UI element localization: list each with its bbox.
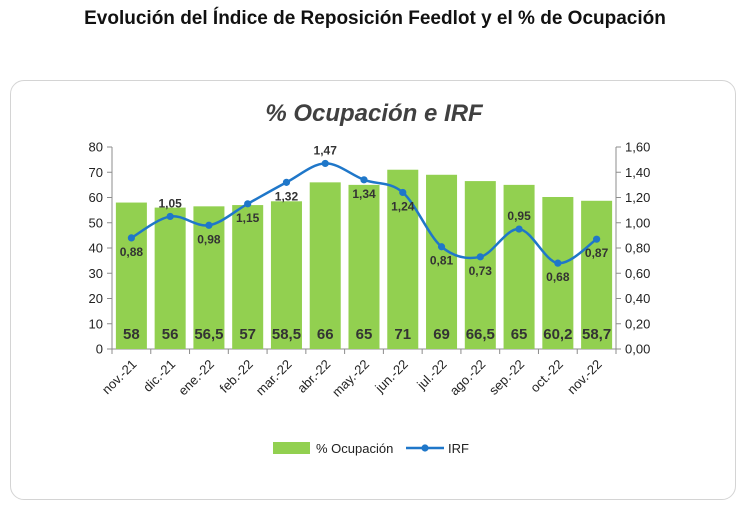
- y-left-tick-label: 0: [96, 342, 103, 357]
- bar-value-label: 65: [356, 326, 373, 343]
- bar-value-label: 66,5: [466, 326, 495, 343]
- line-labels: 0,88 1,05 0,98 1,15 1,32 1,47 1,34 1,24 0,81 0,73…: [120, 143, 609, 284]
- x-tick-label: nov.-21: [99, 357, 140, 398]
- y-right-tick-label: 1,60: [625, 140, 650, 155]
- legend-swatch-ocupacion: [273, 442, 310, 454]
- page-title: Evolución del Índice de Reposición Feedl…: [84, 8, 666, 29]
- y-left-tick-label: 10: [89, 316, 103, 331]
- irf-point: [554, 259, 562, 267]
- bar-value-label: 66: [317, 326, 334, 343]
- bar-labels: 58 56 56,5 57 58,5 66 65 71 69 66,5 65 60,2 58,7: [123, 326, 611, 343]
- irf-value-label: 0,98: [197, 232, 221, 246]
- irf-value-label: 0,68: [546, 270, 570, 284]
- x-tick-label: may.-22: [329, 357, 372, 400]
- bar: [348, 184, 380, 349]
- irf-value-label: 0,81: [430, 254, 454, 268]
- irf-value-label: 1,32: [275, 189, 299, 203]
- y-right-tick-label: 0,40: [625, 291, 650, 306]
- x-tick-label: feb.-22: [217, 357, 256, 396]
- bar: [154, 207, 186, 349]
- x-tick-label: ene.-22: [175, 357, 217, 399]
- y-left-tick-label: 30: [89, 266, 103, 281]
- irf-point: [437, 243, 446, 251]
- bar: [270, 201, 302, 349]
- legend-label-irf: IRF: [448, 441, 469, 456]
- y-right-tick-label: 1,00: [625, 215, 650, 230]
- y-left-tick-label: 70: [89, 165, 103, 180]
- irf-value-label: 1,34: [352, 187, 376, 201]
- bar-value-label: 71: [394, 326, 411, 343]
- irf-value-label: 1,47: [314, 143, 338, 157]
- y-left-tick-label: 20: [89, 291, 103, 306]
- bar-value-label: 56,5: [194, 326, 223, 343]
- bar: [115, 202, 147, 349]
- y-left-tick-label: 80: [89, 140, 103, 155]
- x-tick-label: abr.-22: [294, 357, 333, 396]
- x-tick-label: jul.-22: [413, 357, 449, 393]
- x-tick-label: mar.-22: [253, 357, 295, 399]
- irf-point: [593, 235, 601, 243]
- line-series: [127, 159, 601, 267]
- bar: [542, 196, 574, 349]
- irf-point: [321, 159, 329, 168]
- irf-point: [476, 253, 484, 261]
- irf-value-label: 0,88: [120, 245, 144, 259]
- bar: [464, 181, 496, 349]
- x-tick-label: ago.-22: [447, 357, 489, 399]
- chart-title: % Ocupación e IRF: [265, 100, 484, 127]
- legend-swatch-irf-point: [421, 444, 429, 452]
- y-left-tick-label: 50: [89, 215, 103, 230]
- irf-point: [515, 225, 523, 233]
- irf-value-label: 1,05: [158, 196, 182, 210]
- x-tick-label: oct.-22: [527, 357, 566, 396]
- irf-point: [166, 212, 174, 221]
- y-right-tick-label: 0,00: [625, 342, 650, 357]
- irf-value-label: 0,87: [585, 246, 609, 260]
- y-right-tick-label: 1,40: [625, 165, 650, 180]
- bar-value-label: 57: [239, 326, 256, 343]
- irf-point: [205, 221, 213, 229]
- irf-point: [127, 234, 135, 242]
- bar-value-label: 58,7: [582, 326, 611, 343]
- y-right-tick-label: 1,20: [625, 190, 650, 205]
- x-tick-label: sep.-22: [486, 357, 527, 398]
- irf-point: [244, 200, 252, 208]
- y-right-tick-label: 0,80: [625, 241, 650, 256]
- y-left-tick-label: 60: [89, 190, 103, 205]
- y-right-tick-label: 0,20: [625, 316, 650, 331]
- legend-label-ocupacion: % Ocupación: [316, 441, 393, 456]
- bar-value-label: 56: [162, 326, 179, 343]
- x-tick-label: dic.-21: [140, 357, 178, 395]
- bar: [503, 184, 535, 349]
- y-right-tick-label: 0,60: [625, 266, 650, 281]
- bar: [309, 182, 341, 349]
- irf-point: [282, 178, 291, 186]
- combo-chart: % Ocupación e IRF 010203040506070800,000…: [89, 100, 651, 456]
- bar-value-label: 65: [511, 326, 528, 343]
- bar-value-label: 60,2: [543, 326, 572, 343]
- chart-frame: % Ocupación e IRF 0 10 20 30 40 50 60 70 80 0,00 0…: [10, 80, 736, 500]
- axes: 0 10 20 30 40 50 60 70 80 0,00 0,20 0,40 0,60 0,80 1,0…: [89, 140, 651, 357]
- y-left-tick-label: 40: [89, 241, 103, 256]
- irf-value-label: 1,15: [236, 211, 260, 225]
- irf-value-label: 0,95: [507, 209, 531, 223]
- bar-value-label: 69: [433, 326, 450, 343]
- bar: [426, 174, 458, 349]
- bar: [387, 169, 419, 349]
- bar-value-label: 58: [123, 326, 140, 343]
- x-tick-label: nov.-22: [564, 357, 605, 398]
- x-tick-label: jun.-22: [371, 357, 410, 396]
- bar-series: [115, 169, 613, 349]
- bar: [232, 205, 264, 349]
- irf-point: [399, 188, 407, 197]
- irf-point: [360, 176, 368, 184]
- irf-value-label: 0,73: [469, 264, 493, 278]
- bar-value-label: 58,5: [272, 326, 301, 343]
- irf-value-label: 1,24: [391, 199, 415, 213]
- bar: [193, 206, 225, 349]
- legend: % Ocupación IRF: [273, 441, 469, 456]
- bar: [581, 200, 613, 349]
